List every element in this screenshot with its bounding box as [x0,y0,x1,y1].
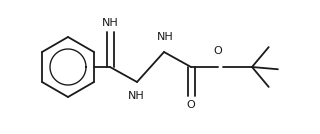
Text: NH: NH [156,32,173,42]
Text: O: O [214,46,222,56]
Text: NH: NH [128,91,144,101]
Text: NH: NH [102,18,118,28]
Text: O: O [187,100,196,110]
